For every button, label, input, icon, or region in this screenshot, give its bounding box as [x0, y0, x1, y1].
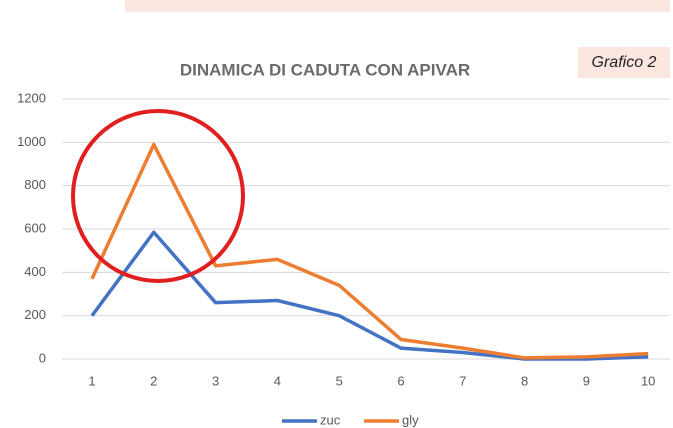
y-tick-label: 0 [39, 350, 46, 365]
y-tick-label: 400 [24, 264, 46, 279]
legend-label: zuc [320, 412, 341, 427]
x-tick-label: 10 [641, 373, 655, 388]
x-tick-label: 7 [459, 373, 466, 388]
x-tick-label: 6 [397, 373, 404, 388]
y-tick-label: 800 [24, 177, 46, 192]
line-series [92, 232, 648, 359]
top-banner [125, 0, 670, 12]
chart: DINAMICA DI CADUTA CON APIVAR Grafico 2 … [0, 0, 673, 428]
x-tick-label: 3 [212, 373, 219, 388]
x-tick-label: 1 [88, 373, 95, 388]
x-tick-label: 5 [336, 373, 343, 388]
y-tick-label: 1000 [17, 134, 46, 149]
chart-title: DINAMICA DI CADUTA CON APIVAR [180, 60, 470, 79]
y-tick-label: 1200 [17, 90, 46, 105]
x-tick-label: 4 [274, 373, 281, 388]
plot: 0 200 400 600 800 1000 1200 1 2 3 4 5 6 7 8 9 10 zuc gly [17, 90, 670, 427]
y-tick-label: 600 [24, 220, 46, 235]
legend-label: gly [402, 412, 419, 427]
highlight-circle [73, 111, 243, 281]
x-tick-label: 9 [583, 373, 590, 388]
line-series [92, 145, 648, 358]
chart-label: Grafico 2 [592, 54, 657, 71]
y-tick-label: 200 [24, 307, 46, 322]
x-tick-label: 8 [521, 373, 528, 388]
x-tick-label: 2 [150, 373, 157, 388]
